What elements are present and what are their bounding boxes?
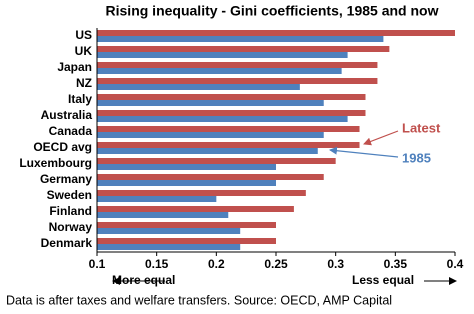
x-tick-label: 0.15	[145, 257, 169, 271]
bar	[97, 142, 360, 148]
category-label: Denmark	[41, 236, 93, 250]
annotation: More equal	[112, 273, 175, 287]
bar	[97, 46, 390, 52]
bar	[97, 180, 276, 186]
category-label: Japan	[57, 60, 92, 74]
bar	[97, 238, 276, 244]
bar	[97, 36, 384, 42]
bar	[97, 190, 306, 196]
x-tick-label: 0.25	[264, 257, 288, 271]
arrow	[363, 130, 399, 146]
bar	[97, 84, 300, 90]
bar	[97, 30, 455, 36]
category-label: Luxembourg	[19, 156, 92, 170]
x-tick-label: 0.4	[447, 257, 464, 271]
bar	[97, 212, 229, 218]
bar	[97, 52, 348, 58]
category-label: US	[75, 28, 92, 42]
annotation: Less equal	[352, 273, 414, 287]
category-label: UK	[75, 44, 93, 58]
series-label: 1985	[402, 150, 431, 165]
category-label: Finland	[49, 204, 92, 218]
bar	[97, 228, 241, 234]
series-label: Latest	[402, 120, 441, 135]
x-tick-label: 0.1	[89, 257, 106, 271]
bar	[97, 222, 276, 228]
bar	[97, 100, 324, 106]
category-label: NZ	[76, 76, 92, 90]
bar	[97, 206, 294, 212]
bar	[97, 164, 276, 170]
bar	[97, 148, 318, 154]
bar	[97, 116, 348, 122]
bar	[97, 132, 324, 138]
category-label: Canada	[49, 124, 93, 138]
bar	[97, 78, 378, 84]
bar	[97, 94, 366, 100]
x-tick-label: 0.2	[208, 257, 225, 271]
bar	[97, 244, 241, 250]
category-label: Norway	[49, 220, 93, 234]
category-label: OECD avg	[33, 140, 92, 154]
category-label: Sweden	[47, 188, 92, 202]
x-tick-label: 0.3	[327, 257, 344, 271]
x-tick-label: 0.35	[384, 257, 408, 271]
bar	[97, 126, 360, 132]
category-label: Australia	[41, 108, 93, 122]
bar	[97, 174, 324, 180]
category-label: Germany	[40, 172, 92, 186]
source-note: Data is after taxes and welfare transfer…	[6, 293, 392, 307]
bar	[97, 62, 378, 68]
bar	[97, 158, 336, 164]
bar	[97, 110, 366, 116]
chart-title: Rising inequality - Gini coefficients, 1…	[106, 3, 439, 19]
bar	[97, 196, 217, 202]
arrow	[329, 146, 399, 158]
bar	[97, 68, 342, 74]
category-label: Italy	[68, 92, 92, 106]
